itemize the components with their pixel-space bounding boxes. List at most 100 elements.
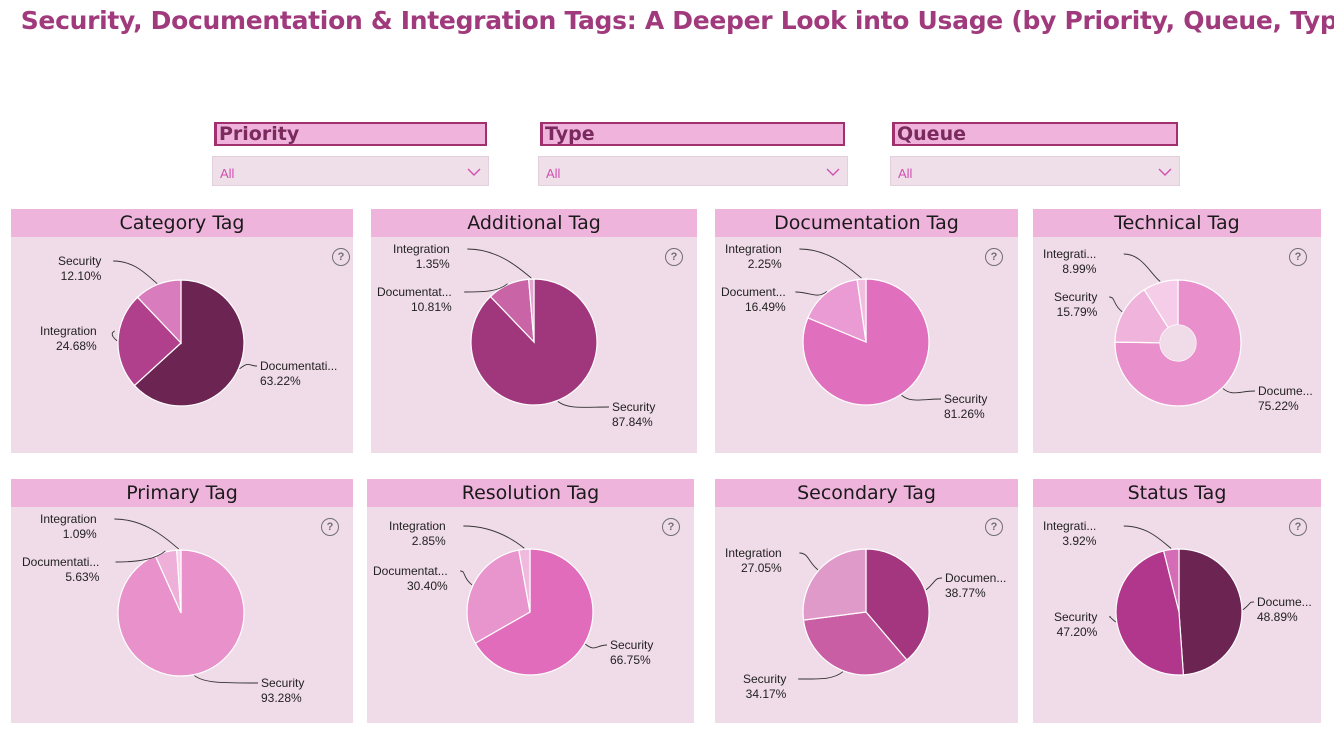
queue-slicer-label: Queue (892, 122, 1178, 146)
slice-category: Docume... (1257, 595, 1312, 609)
additional-tag-card: Additional Tag? Security 87.84% Documentat.… (371, 209, 697, 453)
help-icon[interactable]: ? (1289, 248, 1307, 266)
leader-line (925, 577, 943, 591)
help-icon[interactable]: ? (985, 518, 1003, 536)
leader-line (194, 675, 259, 684)
slice-percent: 5.63% (65, 570, 100, 584)
slice-label-integration: Integration 2.25% (725, 242, 782, 272)
leader-line (1222, 388, 1256, 394)
slice-category: Documentat... (377, 285, 452, 299)
slice-label-security: Security 12.10% (58, 254, 101, 284)
slice-percent: 24.68% (56, 339, 97, 353)
slice-label-docume: Docume... 48.89% (1257, 595, 1312, 625)
slice-percent: 1.09% (62, 527, 97, 541)
slice-label-security: Security 47.20% (1054, 610, 1097, 640)
slice-percent: 81.26% (944, 407, 985, 421)
slice-label-security: Security 34.17% (743, 672, 786, 702)
pie-slice-documentat[interactable] (466, 549, 531, 645)
pie-chart (795, 248, 942, 406)
slice-percent: 87.84% (612, 415, 653, 429)
pie-slice-integration[interactable] (176, 549, 182, 614)
slice-category: Security (944, 392, 988, 406)
slice-label-documentat: Documentat... 30.40% (373, 564, 448, 594)
pie-slice-security[interactable] (802, 611, 908, 676)
leader-line (798, 671, 844, 680)
help-icon[interactable]: ? (1289, 518, 1307, 536)
slice-category: Documentat... (373, 564, 448, 578)
chevron-down-icon (1158, 168, 1172, 176)
slice-category: Integration (393, 242, 450, 256)
pie-chart (464, 248, 610, 408)
chevron-down-icon (467, 168, 481, 176)
chart-title: Documentation Tag (715, 209, 1018, 237)
type-dropdown-value: All (546, 166, 561, 181)
type-dropdown[interactable]: All (538, 156, 848, 186)
pie-slice-integration[interactable] (518, 548, 531, 613)
help-icon[interactable]: ? (321, 518, 339, 536)
chart-title: Resolution Tag (367, 479, 694, 507)
slice-percent: 15.79% (1056, 305, 1098, 319)
slice-category: Security (612, 400, 656, 414)
slice-category: Security (743, 672, 787, 686)
slice-percent: 48.89% (1257, 610, 1298, 624)
slice-label-integration: Integration 24.68% (40, 324, 97, 354)
pie-slice-security[interactable] (136, 279, 182, 345)
pie-slice-document[interactable] (807, 278, 867, 343)
pie-chart (111, 260, 258, 407)
slice-label-docume: Docume... 75.22% (1258, 384, 1313, 414)
slice-category: Security (610, 638, 654, 652)
pie-slice-integrati[interactable] (1162, 548, 1180, 613)
priority-slicer-label: Priority (214, 122, 487, 146)
slice-category: Documentati... (260, 359, 338, 373)
slice-percent: 66.75% (610, 653, 651, 667)
slice-category: Integration (40, 324, 97, 338)
pie-slice-docume[interactable] (1178, 548, 1243, 676)
queue-dropdown[interactable]: All (890, 156, 1180, 186)
pie-slice-security[interactable] (1115, 550, 1185, 676)
slice-label-security: Security 87.84% (612, 400, 655, 430)
type-slicer-label: Type (540, 122, 845, 146)
pie-slice-integration[interactable] (117, 296, 182, 387)
leader-line (114, 518, 180, 550)
slice-category: Documentati... (22, 555, 100, 569)
leader-line (115, 550, 166, 563)
slice-percent: 8.99% (1062, 262, 1097, 276)
slice-percent: 1.35% (415, 257, 450, 271)
pie-slice-documen[interactable] (865, 548, 930, 661)
slice-percent: 12.10% (60, 269, 102, 283)
priority-dropdown[interactable]: All (212, 156, 489, 186)
slice-category: Integrati... (1043, 519, 1097, 533)
pie-chart (114, 518, 259, 684)
slice-label-documen: Documen... 38.77% (945, 571, 1006, 601)
slice-percent: 34.17% (745, 687, 787, 701)
chart-title: Technical Tag (1033, 209, 1321, 237)
slice-label-security: Security 93.28% (261, 676, 304, 706)
slice-percent: 3.92% (1062, 534, 1097, 548)
primary-tag-card: Primary Tag? Security 93.28% Documentati...… (11, 479, 353, 723)
pie-slice-documentati[interactable] (133, 279, 245, 407)
slice-label-integration: Integration 2.85% (389, 519, 446, 549)
slice-category: Document... (721, 285, 786, 299)
pie-chart (1109, 525, 1255, 676)
help-icon[interactable]: ? (985, 248, 1003, 266)
category-tag-card: Category Tag? Documentati... 63.22% Integra… (11, 209, 353, 453)
slice-category: Docume... (1258, 384, 1313, 398)
slice-label-documentati: Documentati... 63.22% (260, 359, 337, 389)
help-icon[interactable]: ? (665, 248, 683, 266)
leader-line (111, 330, 118, 342)
slice-percent: 93.28% (261, 691, 302, 705)
pie-slice-integration[interactable] (856, 278, 867, 343)
leader-line (1109, 616, 1117, 623)
slice-percent: 30.40% (407, 579, 448, 593)
pie-slice-integration[interactable] (802, 548, 867, 621)
queue-dropdown-value: All (898, 166, 913, 181)
leader-line (113, 260, 158, 284)
resolution-tag-card: Resolution Tag? Security 66.75% Documentat.… (367, 479, 694, 723)
help-icon[interactable]: ? (332, 248, 350, 266)
pie-slice-integration[interactable] (528, 278, 535, 343)
technical-tag-card: Technical Tag? Docume... 75.22% Security 15.… (1033, 209, 1321, 453)
help-icon[interactable]: ? (662, 518, 680, 536)
donut-hole (1160, 325, 1196, 361)
chevron-down-icon (826, 168, 840, 176)
pie-slice-security[interactable] (474, 548, 594, 676)
